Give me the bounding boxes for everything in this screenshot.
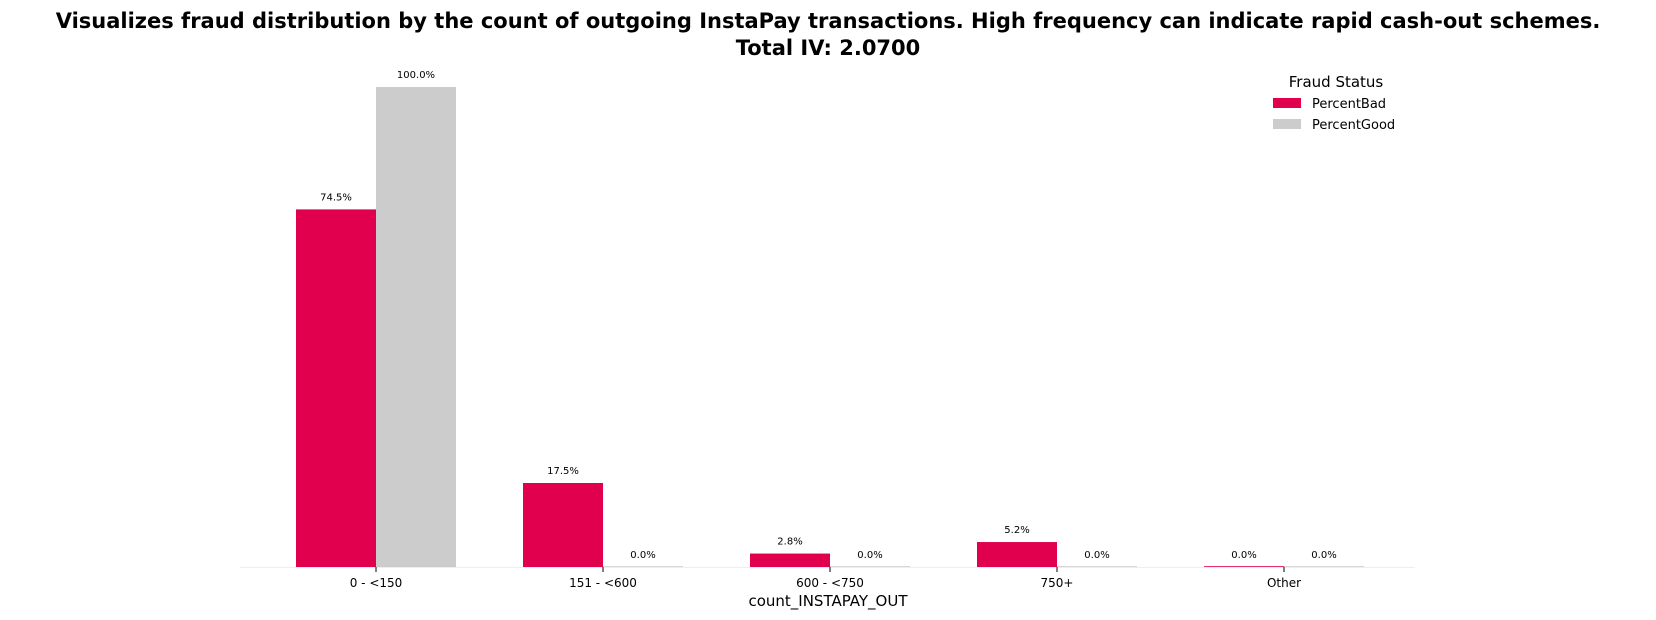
bar-percentbad-1 bbox=[523, 483, 603, 567]
data-label-percentbad-0: 74.5% bbox=[320, 192, 352, 203]
data-label-percentgood-1: 0.0% bbox=[630, 550, 655, 561]
data-label-percentbad-4: 0.0% bbox=[1231, 550, 1256, 561]
bar-percentbad-2 bbox=[750, 553, 830, 567]
data-label-percentbad-1: 17.5% bbox=[547, 466, 579, 477]
chart-subtitle: Total IV: 2.0700 bbox=[736, 36, 921, 60]
bar-percentbad-4 bbox=[1204, 566, 1284, 567]
bar-percentgood-2 bbox=[830, 566, 910, 567]
bar-percentbad-0 bbox=[296, 209, 376, 567]
legend-label-percentgood: PercentGood bbox=[1312, 118, 1395, 133]
data-label-percentgood-4: 0.0% bbox=[1311, 550, 1336, 561]
legend-swatch-percentgood bbox=[1273, 119, 1301, 129]
data-label-percentgood-2: 0.0% bbox=[857, 550, 882, 561]
x-tick-label-0: 0 - <150 bbox=[350, 576, 403, 590]
bar-percentbad-3 bbox=[977, 542, 1057, 567]
chart-title: Visualizes fraud distribution by the cou… bbox=[56, 9, 1601, 33]
x-tick-label-3: 750+ bbox=[1041, 576, 1074, 590]
bar-percentgood-0 bbox=[376, 87, 456, 567]
bar-percentgood-4 bbox=[1284, 566, 1364, 567]
data-label-percentgood-0: 100.0% bbox=[397, 70, 435, 81]
bar-percentgood-1 bbox=[603, 566, 683, 567]
legend-label-percentbad: PercentBad bbox=[1312, 97, 1386, 112]
x-tick-label-4: Other bbox=[1267, 576, 1301, 590]
data-labels-layer: 74.5% 100.0% 17.5% 0.0% 2.8% 0.0% 5.2% 0.0% 0.0%… bbox=[320, 70, 1337, 561]
legend-title: Fraud Status bbox=[1289, 73, 1384, 91]
x-tick-label-2: 600 - <750 bbox=[796, 576, 864, 590]
data-label-percentbad-3: 5.2% bbox=[1004, 525, 1029, 536]
data-label-percentgood-3: 0.0% bbox=[1084, 550, 1109, 561]
data-label-percentbad-2: 2.8% bbox=[777, 537, 802, 548]
x-axis-label: count_INSTAPAY_OUT bbox=[748, 592, 908, 611]
x-axis: 0 - <150 151 - <600 600 - <750 750+ Other bbox=[240, 567, 1415, 590]
legend: Fraud Status PercentBad PercentGood bbox=[1273, 73, 1395, 133]
x-tick-label-1: 151 - <600 bbox=[569, 576, 637, 590]
bars-layer bbox=[296, 87, 1364, 567]
legend-swatch-percentbad bbox=[1273, 98, 1301, 108]
bar-percentgood-3 bbox=[1057, 566, 1137, 567]
